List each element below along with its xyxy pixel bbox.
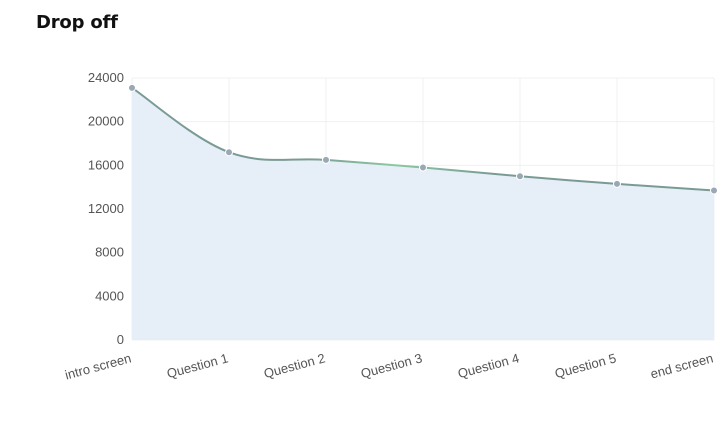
data-point <box>710 186 718 195</box>
x-axis-ticks: intro screen Question 1 Question 2 Question… <box>63 350 714 382</box>
y-tick-label: 24000 <box>88 70 124 85</box>
y-tick-label: 20000 <box>88 114 124 129</box>
chart-title: Drop off <box>36 12 118 33</box>
data-point <box>322 155 330 164</box>
point-layer <box>128 83 718 195</box>
y-tick-label: 4000 <box>95 288 124 303</box>
y-axis-ticks: 0 4000 8000 12000 16000 20000 24000 <box>88 70 124 347</box>
x-tick-label: Question 5 <box>553 350 618 381</box>
x-tick-label: Question 2 <box>262 350 327 381</box>
y-tick-label: 16000 <box>88 157 124 172</box>
area-layer <box>132 87 714 340</box>
x-tick-label: end screen <box>649 350 715 381</box>
x-tick-label: intro screen <box>63 350 132 382</box>
data-point <box>128 83 136 92</box>
data-point <box>419 163 427 172</box>
data-point <box>225 148 233 157</box>
x-tick-label: Question 4 <box>456 350 521 381</box>
y-tick-label: 8000 <box>95 245 124 260</box>
y-tick-label: 12000 <box>88 201 124 216</box>
x-tick-label: Question 1 <box>165 350 230 381</box>
data-point <box>516 172 524 181</box>
y-tick-label: 0 <box>117 332 124 347</box>
x-tick-label: Question 3 <box>359 350 424 381</box>
series-area <box>132 87 714 340</box>
data-point <box>613 179 621 188</box>
